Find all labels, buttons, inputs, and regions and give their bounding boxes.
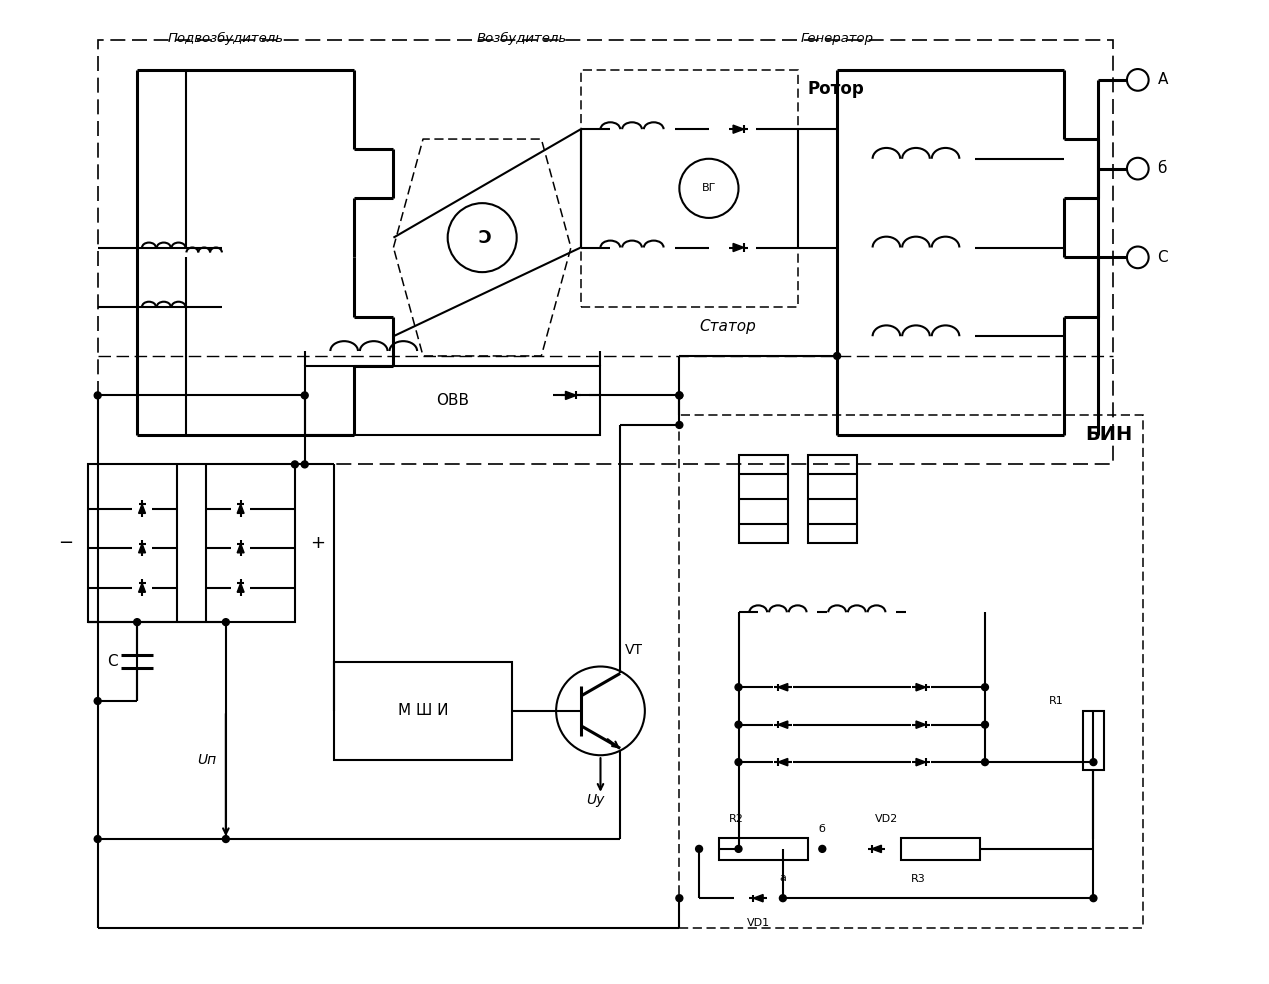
Circle shape bbox=[94, 392, 102, 399]
Circle shape bbox=[292, 461, 298, 467]
Bar bbox=[305, 366, 600, 435]
Polygon shape bbox=[138, 584, 146, 592]
Circle shape bbox=[1090, 894, 1096, 901]
Polygon shape bbox=[733, 243, 744, 252]
Circle shape bbox=[735, 721, 742, 728]
Text: ОВВ: ОВВ bbox=[437, 393, 470, 407]
Polygon shape bbox=[237, 584, 244, 592]
Text: б: б bbox=[1157, 161, 1167, 176]
Text: б: б bbox=[819, 825, 826, 834]
Polygon shape bbox=[138, 504, 146, 514]
Text: R1: R1 bbox=[1049, 696, 1063, 706]
Circle shape bbox=[779, 894, 787, 901]
Text: М Ш И: М Ш И bbox=[397, 704, 448, 718]
Bar bbox=[718, 838, 807, 860]
Polygon shape bbox=[778, 759, 788, 766]
Circle shape bbox=[676, 392, 683, 399]
Bar bbox=[88, 464, 294, 622]
Circle shape bbox=[735, 759, 742, 766]
Bar bbox=[98, 40, 1113, 464]
Polygon shape bbox=[916, 684, 926, 691]
Text: +: + bbox=[310, 534, 325, 552]
Circle shape bbox=[301, 461, 308, 467]
Text: R3: R3 bbox=[911, 874, 926, 884]
Bar bbox=[807, 455, 857, 543]
Circle shape bbox=[695, 845, 703, 852]
Circle shape bbox=[676, 392, 683, 399]
Polygon shape bbox=[138, 543, 146, 553]
Circle shape bbox=[301, 392, 308, 399]
Circle shape bbox=[679, 158, 739, 217]
Polygon shape bbox=[237, 543, 244, 553]
Circle shape bbox=[735, 845, 742, 852]
Text: Возбудитель: Возбудитель bbox=[477, 32, 567, 45]
Circle shape bbox=[834, 352, 840, 359]
Circle shape bbox=[1090, 759, 1096, 766]
Text: Ͻ: Ͻ bbox=[478, 228, 491, 247]
Circle shape bbox=[735, 684, 742, 691]
Circle shape bbox=[94, 698, 102, 705]
Bar bbox=[901, 838, 980, 860]
Circle shape bbox=[676, 421, 683, 428]
Circle shape bbox=[819, 845, 826, 852]
Polygon shape bbox=[872, 845, 882, 852]
Text: Подвозбудитель: Подвозбудитель bbox=[168, 32, 284, 45]
Text: Uп: Uп bbox=[197, 753, 216, 768]
Circle shape bbox=[222, 619, 230, 626]
Circle shape bbox=[94, 835, 102, 842]
Text: VD1: VD1 bbox=[746, 918, 770, 928]
Text: С: С bbox=[1157, 250, 1169, 265]
Circle shape bbox=[981, 721, 989, 728]
Text: ВГ: ВГ bbox=[702, 183, 716, 193]
Text: Статор: Статор bbox=[699, 319, 756, 334]
Bar bbox=[1082, 710, 1104, 770]
Text: VT: VT bbox=[626, 643, 643, 656]
Polygon shape bbox=[778, 684, 788, 691]
Circle shape bbox=[981, 759, 989, 766]
Text: Ротор: Ротор bbox=[807, 80, 864, 97]
Circle shape bbox=[222, 835, 230, 842]
Polygon shape bbox=[237, 504, 244, 514]
Bar bbox=[334, 661, 511, 761]
Text: а: а bbox=[779, 874, 787, 884]
Polygon shape bbox=[916, 721, 926, 728]
Bar bbox=[581, 70, 798, 307]
Circle shape bbox=[133, 619, 141, 626]
Text: Генератор: Генератор bbox=[801, 32, 873, 45]
Text: VD2: VD2 bbox=[874, 814, 898, 825]
Circle shape bbox=[676, 894, 683, 901]
Text: Uу: Uу bbox=[586, 792, 605, 807]
Polygon shape bbox=[566, 392, 576, 400]
Text: −: − bbox=[58, 534, 74, 552]
Text: R2: R2 bbox=[728, 814, 744, 825]
Circle shape bbox=[981, 684, 989, 691]
Text: C: C bbox=[107, 654, 118, 669]
Polygon shape bbox=[916, 759, 926, 766]
Bar bbox=[739, 455, 788, 543]
Text: БИН: БИН bbox=[1085, 425, 1133, 444]
Polygon shape bbox=[778, 721, 788, 728]
Bar bbox=[679, 415, 1142, 928]
Polygon shape bbox=[733, 125, 744, 133]
Text: А: А bbox=[1157, 73, 1167, 88]
Polygon shape bbox=[754, 894, 763, 902]
